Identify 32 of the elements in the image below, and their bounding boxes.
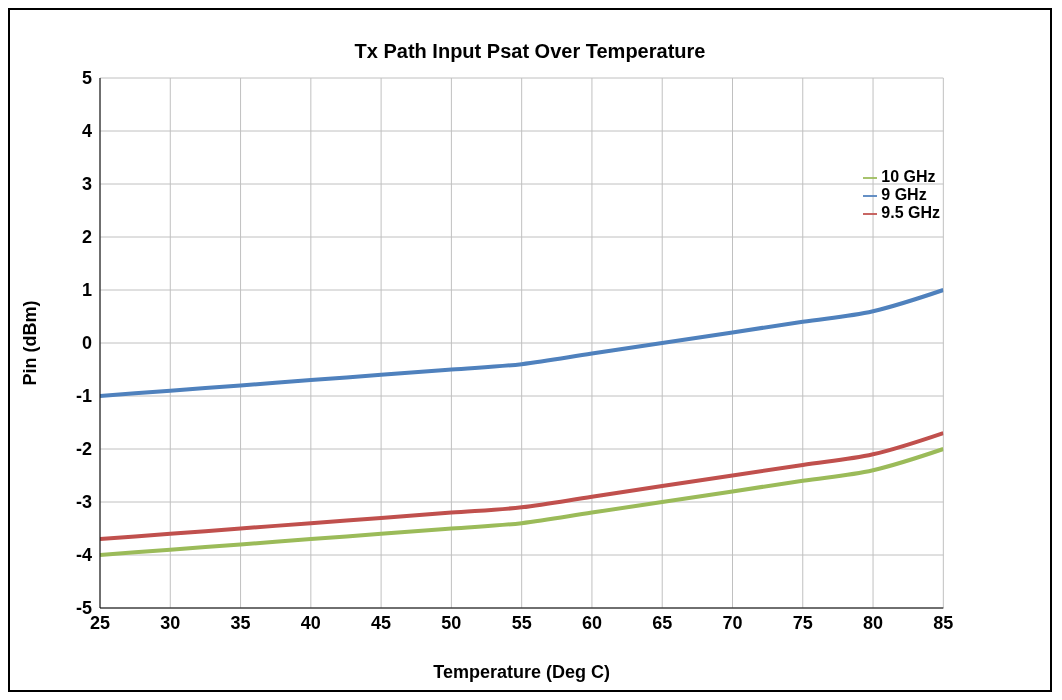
line-series: [100, 288, 944, 398]
y-tick-label: 3: [81, 174, 92, 195]
y-tick-label: -4: [75, 545, 92, 566]
y-tick-label: 0: [81, 333, 92, 354]
x-tick-label: 70: [722, 612, 743, 633]
y-tick-label: 1: [81, 280, 92, 301]
y-tick-label: -1: [75, 386, 92, 407]
x-tick-label: 45: [371, 612, 392, 633]
line-series: [100, 447, 944, 557]
x-tick-label: 30: [160, 612, 181, 633]
legend-label: 9.5 GHz: [881, 204, 940, 221]
y-tick-label: -3: [75, 492, 92, 513]
x-tick-label: 35: [230, 612, 251, 633]
y-tick-label: 4: [81, 121, 92, 142]
y-tick-label: -5: [75, 598, 92, 619]
x-axis-title: Temperature (Deg C): [433, 662, 611, 682]
y-tick-label: -2: [75, 439, 92, 460]
legend-label: 10 GHz: [881, 168, 936, 185]
x-tick-label: 75: [792, 612, 813, 633]
y-tick-label: 5: [81, 68, 92, 89]
x-tick-label: 60: [581, 612, 602, 633]
line-series: [100, 431, 944, 542]
x-tick-label: 40: [300, 612, 321, 633]
legend-label: 9 GHz: [881, 186, 927, 203]
x-tick-label: 80: [863, 612, 884, 633]
y-axis-title: Pin (dBm): [20, 300, 41, 386]
x-tick-label: 50: [441, 612, 462, 633]
chart-title: Tx Path Input Psat Over Temperature: [353, 39, 707, 64]
x-tick-label: 55: [511, 612, 532, 633]
x-tick-label: 65: [652, 612, 673, 633]
y-tick-label: 2: [81, 227, 92, 248]
x-tick-label: 85: [933, 612, 954, 633]
